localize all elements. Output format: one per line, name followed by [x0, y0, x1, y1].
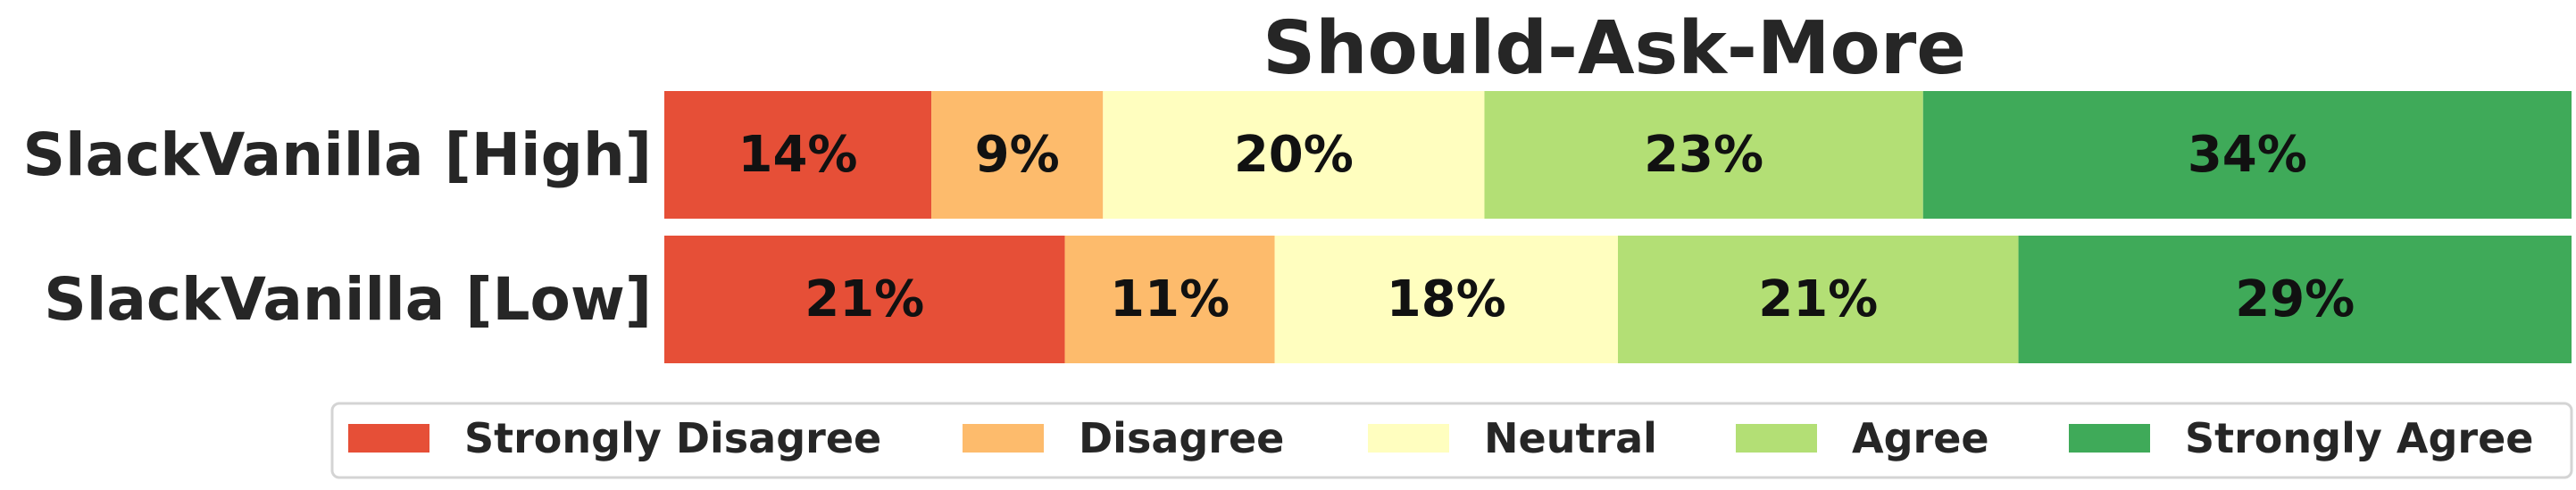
data-label-slackvanilla-high-agree: 23%: [1644, 126, 1763, 184]
legend-swatch-strongly-agree: [2069, 424, 2150, 453]
legend-swatch-disagree: [963, 424, 1044, 453]
legend: Strongly Disagree Disagree Neutral Agree Str…: [332, 403, 2572, 478]
category-label-slackvanilla-high: SlackVanilla [High]: [22, 120, 652, 189]
chart-title: Should-Ask-More: [1263, 6, 1966, 91]
legend-label-agree: Agree: [1852, 414, 1989, 462]
data-label-slackvanilla-high-disagree: 9%: [975, 126, 1060, 184]
legend-label-neutral: Neutral: [1484, 414, 1657, 462]
data-label-slackvanilla-low-strongly-agree: 29%: [2235, 270, 2355, 328]
category-label-slackvanilla-low: SlackVanilla [Low]: [44, 265, 652, 334]
data-label-slackvanilla-high-strongly-agree: 34%: [2188, 126, 2307, 184]
data-label-slackvanilla-high-neutral: 20%: [1234, 126, 1354, 184]
legend-label-strongly-disagree: Strongly Disagree: [464, 414, 881, 462]
bars-layer: SlackVanilla [High] 14% 9% 20% 23% 34% SlackVa…: [22, 91, 2572, 363]
legend-swatch-neutral: [1368, 424, 1449, 453]
legend-label-disagree: Disagree: [1079, 414, 1284, 462]
data-label-slackvanilla-low-disagree: 11%: [1110, 270, 1230, 328]
legend-swatch-agree: [1736, 424, 1817, 453]
legend-label-strongly-agree: Strongly Agree: [2185, 414, 2533, 462]
legend-swatch-strongly-disagree: [348, 424, 429, 453]
data-label-slackvanilla-low-neutral: 18%: [1387, 270, 1506, 328]
data-label-slackvanilla-low-strongly-disagree: 21%: [804, 270, 924, 328]
data-label-slackvanilla-high-strongly-disagree: 14%: [738, 126, 857, 184]
data-label-slackvanilla-low-agree: 21%: [1758, 270, 1878, 328]
